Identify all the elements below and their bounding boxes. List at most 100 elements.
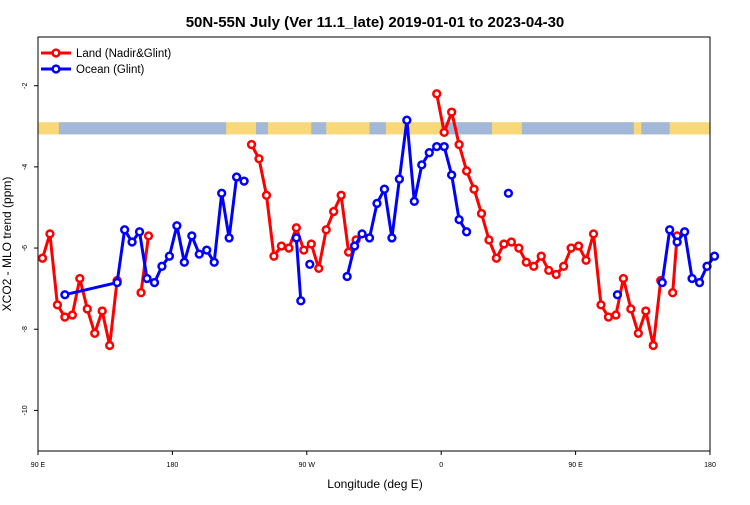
ocean-point bbox=[149, 277, 160, 288]
legend: Land (Nadir&Glint) Ocean (Glint) bbox=[41, 48, 171, 76]
ocean-point bbox=[357, 229, 367, 239]
ocean-point bbox=[672, 237, 682, 247]
axis-ticks: 90 E 180 90 W 0 90 E 180 -10 -8 -6 -4 -2 bbox=[22, 82, 716, 469]
ocean-point bbox=[454, 214, 464, 225]
ocean-point bbox=[134, 227, 145, 237]
ocean-point bbox=[342, 271, 352, 282]
ocean-series-line bbox=[345, 118, 468, 277]
ocean-point bbox=[702, 261, 712, 271]
ocean-band-segment bbox=[369, 122, 386, 135]
land-series-line bbox=[41, 232, 119, 347]
ocean-point bbox=[665, 225, 675, 235]
ocean-point bbox=[657, 277, 667, 288]
land-point bbox=[633, 328, 643, 338]
y-tick-label: -2 bbox=[22, 82, 29, 88]
land-point bbox=[469, 184, 479, 194]
land-point bbox=[536, 251, 546, 261]
land-point bbox=[329, 206, 339, 217]
land-point bbox=[588, 229, 599, 239]
legend-land-marker bbox=[51, 48, 61, 58]
land-point bbox=[143, 231, 154, 241]
land-point bbox=[476, 208, 487, 219]
ocean-series-line bbox=[294, 237, 303, 301]
ocean-point bbox=[239, 176, 249, 186]
land-point bbox=[67, 310, 77, 320]
ocean-point bbox=[364, 233, 375, 243]
land-point bbox=[90, 328, 100, 338]
land-point bbox=[269, 251, 279, 261]
land-point bbox=[136, 288, 146, 298]
ocean-point bbox=[349, 241, 360, 251]
land-point bbox=[499, 239, 509, 249]
legend-land-label: Land (Nadir&Glint) bbox=[76, 48, 171, 60]
ocean-point bbox=[231, 172, 242, 182]
land-point bbox=[60, 312, 70, 322]
land-point bbox=[506, 237, 517, 247]
ocean-point bbox=[379, 184, 390, 194]
land-point bbox=[529, 261, 539, 271]
x-tick-label: 180 bbox=[704, 462, 716, 469]
land-point bbox=[37, 253, 48, 263]
land-point bbox=[52, 300, 63, 310]
land-point bbox=[611, 310, 621, 320]
ocean-point bbox=[127, 237, 137, 247]
ocean-point bbox=[612, 290, 623, 300]
land-point bbox=[82, 304, 92, 314]
x-tick-label: 90 W bbox=[299, 462, 316, 469]
ocean-point bbox=[217, 188, 227, 198]
ocean-point bbox=[112, 277, 122, 288]
land-point bbox=[321, 225, 331, 235]
ocean-point bbox=[60, 290, 70, 300]
ocean-series-line bbox=[64, 175, 245, 297]
ocean-point bbox=[296, 296, 306, 306]
ocean-series-line bbox=[660, 228, 716, 285]
ocean-point bbox=[119, 225, 130, 235]
land-point bbox=[447, 107, 457, 117]
y-axis-label: XCO2 - MLO trend (ppm) bbox=[0, 177, 14, 312]
y-tick-label: -4 bbox=[22, 164, 29, 170]
ocean-point bbox=[679, 227, 690, 237]
ocean-point bbox=[709, 251, 720, 261]
x-tick-label: 90 E bbox=[568, 462, 583, 469]
land-point bbox=[246, 139, 257, 150]
ocean-point bbox=[372, 198, 382, 209]
y-tick-label: -10 bbox=[22, 405, 29, 415]
ocean-band-segment bbox=[641, 122, 670, 135]
land-point bbox=[261, 190, 272, 200]
land-point bbox=[454, 139, 464, 150]
land-point bbox=[521, 257, 531, 267]
ocean-point bbox=[305, 259, 315, 269]
land-point bbox=[314, 263, 324, 274]
land-point bbox=[514, 243, 524, 253]
y-tick-label: -8 bbox=[22, 326, 29, 332]
ocean-series bbox=[60, 115, 720, 306]
legend-ocean-marker bbox=[51, 64, 61, 74]
land-point bbox=[97, 306, 107, 316]
land-point bbox=[45, 229, 55, 239]
ocean-point bbox=[394, 174, 405, 184]
ocean-point bbox=[387, 233, 397, 243]
land-point bbox=[581, 255, 591, 265]
ocean-point bbox=[439, 141, 449, 152]
land-point bbox=[432, 89, 442, 99]
land-point bbox=[566, 243, 576, 253]
ocean-point bbox=[503, 188, 514, 198]
ocean-band-segment bbox=[311, 122, 327, 135]
ocean-point bbox=[402, 115, 412, 125]
land-point bbox=[491, 253, 502, 263]
land-point bbox=[291, 223, 301, 233]
ocean-point bbox=[202, 245, 212, 255]
land-point bbox=[544, 265, 554, 276]
chart-title: 50N-55N July (Ver 11.1_late) 2019-01-01 … bbox=[186, 14, 565, 31]
land-point bbox=[75, 273, 85, 284]
land-point bbox=[603, 312, 614, 322]
data-series bbox=[37, 89, 720, 351]
ocean-band-segment bbox=[256, 122, 268, 135]
ocean-point bbox=[417, 160, 427, 170]
land-point bbox=[484, 235, 494, 245]
ocean-point bbox=[424, 148, 434, 158]
land-point bbox=[573, 241, 584, 251]
ocean-point bbox=[179, 257, 189, 267]
land-point bbox=[105, 340, 115, 351]
